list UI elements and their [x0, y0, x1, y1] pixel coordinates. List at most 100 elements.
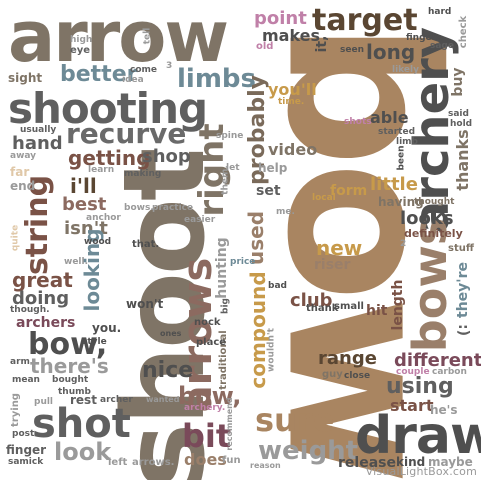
cloud-word-different: different	[394, 350, 481, 371]
cloud-word-wood: wood	[84, 237, 112, 247]
cloud-word-it-comma: it,	[314, 35, 330, 53]
cloud-word-weight: weight	[258, 436, 359, 466]
cloud-word-maybe: maybe	[428, 455, 473, 469]
cloud-word-said: said	[448, 109, 469, 119]
cloud-word-video: video	[268, 140, 318, 159]
cloud-word-wouldnt: wouldn't	[266, 328, 277, 372]
cloud-word-far: far	[10, 165, 30, 179]
cloud-word-length: length	[390, 279, 406, 331]
cloud-word-getting: getting	[68, 146, 151, 170]
cloud-word-archery-period: archery.	[184, 403, 226, 413]
cloud-word-nice: nice	[142, 358, 194, 383]
cloud-word-shots: shots	[344, 117, 372, 127]
cloud-word-making: making	[124, 169, 162, 179]
cloud-word-set: set	[256, 183, 281, 199]
cloud-word-ill: i'll	[70, 174, 97, 198]
cloud-word-archers: archers	[16, 315, 76, 331]
cloud-word-close: close	[344, 371, 371, 381]
cloud-word-come: come	[130, 65, 157, 75]
cloud-word-sage: sage	[430, 41, 454, 51]
cloud-word-bows-period: bows.	[124, 203, 154, 213]
cloud-word-wanted: wanted	[146, 395, 180, 404]
cloud-word-wont: won't	[126, 297, 164, 311]
cloud-word-let: let	[226, 163, 240, 173]
cloud-word-bit: bit	[182, 417, 232, 455]
cloud-word-better: better	[60, 62, 138, 87]
cloud-word-sight: sight	[8, 71, 43, 85]
cloud-word-reason: reason	[250, 461, 281, 470]
cloud-word-check: check	[458, 15, 469, 49]
cloud-word-target: target	[312, 3, 418, 38]
cloud-word-great: great	[12, 268, 73, 292]
cloud-word-looks: looks	[400, 208, 454, 229]
cloud-word-isnt: isn't	[64, 218, 108, 239]
cloud-word-finger: finger	[6, 443, 47, 457]
cloud-word-2: 2	[400, 239, 407, 249]
cloud-word-spine: spine	[216, 131, 244, 141]
cloud-word-rest: rest	[70, 393, 97, 407]
cloud-word-carbon: carbon	[432, 367, 467, 377]
cloud-word-limbs: limbs	[177, 64, 257, 94]
cloud-word-bad: bad	[268, 281, 287, 291]
cloud-word-likely: likely	[392, 65, 419, 75]
cloud-word-you-period: you.	[92, 321, 122, 335]
cloud-word-using: using	[386, 374, 454, 399]
cloud-word-thanks: thanks	[453, 129, 472, 191]
cloud-word-easier: easier	[184, 215, 216, 225]
cloud-word-eye: eye	[70, 45, 91, 56]
cloud-word-that-period: that.	[132, 239, 160, 250]
cloud-word-3: 3	[166, 61, 173, 71]
cloud-word-post: post	[12, 429, 35, 439]
cloud-word-price: price	[230, 257, 256, 267]
cloud-word-well-period: well.	[64, 257, 89, 267]
cloud-word-usually: usually	[20, 125, 57, 135]
cloud-word-recurve: recurve	[66, 117, 187, 150]
cloud-word-end: end	[10, 179, 36, 193]
cloud-word-release: release	[338, 455, 396, 471]
cloud-word-smiley: :)	[455, 324, 471, 336]
cloud-word-local: local	[312, 193, 336, 203]
cloud-word-mean: mean	[12, 375, 40, 385]
cloud-word-away: away	[10, 151, 37, 161]
cloud-word-stuff: stuff	[448, 243, 474, 254]
cloud-word-riser: riser	[314, 257, 351, 273]
cloud-word-look: look	[54, 438, 112, 466]
cloud-word-long: long	[366, 40, 416, 64]
cloud-word-start: start	[390, 396, 434, 415]
cloud-word-bow-comma-2: bow,	[178, 382, 242, 410]
cloud-word-bow-comma-1: bow,	[28, 327, 108, 362]
cloud-word-style: style	[82, 337, 107, 347]
cloud-word-practice: practice	[152, 203, 194, 213]
cloud-word-help: help	[258, 161, 288, 175]
cloud-word-pull: pull	[34, 397, 54, 407]
cloud-word-time: time.	[278, 97, 305, 107]
cloud-word-hit: hit	[366, 303, 388, 319]
cloud-word-best: best	[62, 194, 107, 215]
cloud-word-little: little	[370, 174, 418, 195]
cloud-word-anchor: anchor	[86, 213, 121, 223]
cloud-word-range: range	[318, 348, 377, 369]
cloud-word-club: club	[290, 290, 333, 311]
cloud-word-youll: you'll	[268, 80, 317, 99]
cloud-word-hard: hard	[428, 7, 452, 17]
cloud-word-makes: makes	[262, 26, 321, 45]
cloud-word-ones: ones	[160, 329, 182, 338]
cloud-word-left: left	[108, 457, 128, 468]
cloud-word-shooting: shooting	[8, 84, 208, 133]
cloud-word-limb: limb	[396, 137, 418, 147]
cloud-word-tell: tell	[142, 27, 153, 45]
cloud-word-hes: he's	[430, 403, 458, 417]
cloud-word-old: old	[256, 41, 274, 52]
cloud-word-hunting: hunting	[214, 237, 230, 299]
cloud-word-learn: learn	[88, 165, 115, 175]
cloud-word-buy: buy	[450, 67, 466, 97]
cloud-word-having: having	[378, 195, 424, 209]
cloud-word-small: small	[334, 301, 364, 312]
cloud-word-me: me.	[276, 207, 295, 217]
cloud-word-theres: there's	[30, 354, 109, 378]
cloud-word-high: high	[70, 35, 93, 45]
cloud-word-samick: samick	[8, 457, 44, 467]
cloud-word-couple: couple	[396, 367, 430, 377]
cloud-word-arrows-period: arrows.	[132, 457, 175, 468]
cloud-word-sure: sure	[255, 401, 335, 439]
